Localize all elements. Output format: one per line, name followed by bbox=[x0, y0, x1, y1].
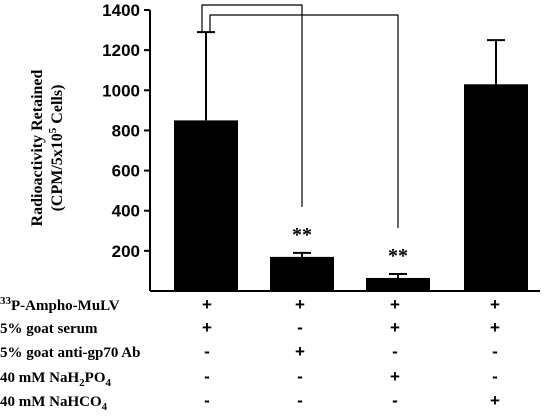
condition-value: + bbox=[490, 391, 500, 410]
condition-value: - bbox=[297, 391, 303, 410]
condition-value: + bbox=[490, 295, 500, 314]
bar bbox=[174, 120, 238, 292]
significance-bracket bbox=[209, 14, 399, 228]
y-ticks: 200 400 600 800 1000 1200 1400 bbox=[102, 1, 150, 261]
condition-value: - bbox=[392, 391, 398, 410]
significance-markers: ** ** bbox=[292, 224, 408, 267]
condition-value: + bbox=[295, 342, 305, 361]
condition-label: 5% goat anti-gp70 Ab bbox=[0, 345, 140, 361]
condition-value: - bbox=[204, 342, 210, 361]
y-tick-label: 200 bbox=[112, 242, 140, 261]
y-tick-label: 1200 bbox=[102, 41, 140, 60]
condition-label: 33P-Ampho-MuLV bbox=[0, 295, 120, 314]
condition-value: - bbox=[492, 367, 498, 386]
condition-value: + bbox=[390, 295, 400, 314]
condition-value: + bbox=[202, 295, 212, 314]
y-tick-label: 800 bbox=[112, 121, 140, 140]
y-axis-label-line2: (CPM/5x105 Cells) bbox=[47, 85, 66, 212]
svg-text:Radioactivity Retained: Radioactivity Retained bbox=[29, 69, 46, 226]
y-axis-label-line1: Radioactivity Retained bbox=[29, 69, 46, 226]
condition-label: 40 mM NaH2PO4 bbox=[0, 370, 112, 389]
condition-value: - bbox=[297, 318, 303, 337]
condition-label: 40 mM NaHCO4 bbox=[0, 394, 108, 413]
bar bbox=[464, 84, 528, 291]
y-tick-label: 600 bbox=[112, 162, 140, 181]
condition-label: 5% goat serum bbox=[0, 321, 98, 337]
condition-value: + bbox=[490, 318, 500, 337]
y-tick-label: 400 bbox=[112, 202, 140, 221]
condition-value: - bbox=[392, 342, 398, 361]
condition-value: + bbox=[202, 318, 212, 337]
bar bbox=[270, 256, 334, 291]
bar bbox=[366, 277, 430, 291]
y-tick-label: 1400 bbox=[102, 1, 140, 20]
significance-marker: ** bbox=[292, 224, 312, 246]
y-axis-label: Radioactivity Retained (CPM/5x105 Cells) bbox=[29, 69, 66, 226]
significance-marker: ** bbox=[388, 245, 408, 267]
condition-value: - bbox=[297, 367, 303, 386]
condition-value: + bbox=[390, 367, 400, 386]
y-tick-label: 1000 bbox=[102, 81, 140, 100]
significance-bracket bbox=[201, 4, 303, 207]
condition-value: - bbox=[204, 391, 210, 410]
condition-value: - bbox=[492, 342, 498, 361]
significance-brackets bbox=[201, 4, 399, 228]
error-bars bbox=[197, 31, 505, 278]
condition-value: + bbox=[295, 295, 305, 314]
condition-value: + bbox=[390, 318, 400, 337]
condition-table: 33P-Ampho-MuLV + + + +5% goat serum + - + +5% go… bbox=[0, 295, 500, 413]
bars bbox=[174, 84, 528, 292]
condition-value: - bbox=[204, 367, 210, 386]
